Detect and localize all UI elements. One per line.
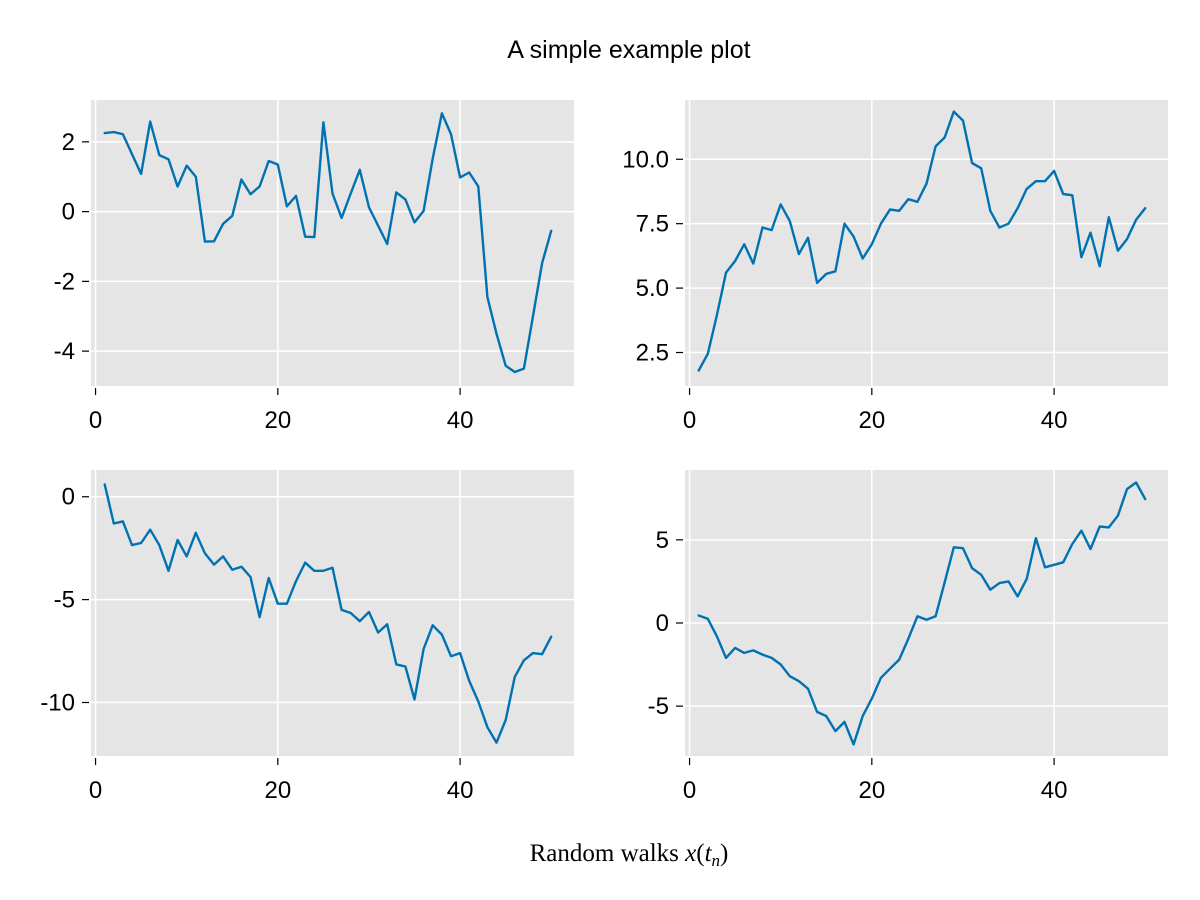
series-line bbox=[103, 483, 553, 744]
x-tick-label: 40 bbox=[447, 407, 474, 434]
subplot-top-right: 0 20 40 2.5 5.0 7.5 10.0 bbox=[622, 100, 1168, 434]
x-tick-label: 0 bbox=[89, 407, 102, 434]
x-tick-label: 0 bbox=[89, 777, 102, 804]
x-tick-label: 20 bbox=[858, 777, 885, 804]
subplot-bottom-left: 0 20 40 -10 -5 0 bbox=[40, 470, 574, 804]
x-tick-label: 40 bbox=[1041, 777, 1068, 804]
y-tick-label: -4 bbox=[54, 338, 75, 365]
subplot-bottom-right: 0 20 40 -5 0 5 bbox=[648, 470, 1168, 804]
y-tick-label: 5.0 bbox=[636, 275, 669, 302]
x-tick-label: 20 bbox=[264, 777, 291, 804]
x-tick-label: 40 bbox=[447, 777, 474, 804]
y-tick-label: -5 bbox=[54, 587, 75, 614]
y-tick-label: 10.0 bbox=[622, 146, 669, 173]
y-tick-label: 2.5 bbox=[636, 340, 669, 367]
y-tick-label: -5 bbox=[648, 693, 669, 720]
x-tick-label: 0 bbox=[683, 777, 696, 804]
y-tick-label: 0 bbox=[62, 484, 75, 511]
plot-area bbox=[685, 470, 1168, 756]
y-tick-label: 2 bbox=[62, 129, 75, 156]
y-tick-label: 0 bbox=[62, 199, 75, 226]
y-tick-label: 7.5 bbox=[636, 211, 669, 238]
series-line bbox=[103, 112, 553, 374]
y-tick-label: 0 bbox=[656, 610, 669, 637]
figure-caption: Random walks x(tn) bbox=[530, 840, 729, 870]
x-tick-label: 0 bbox=[683, 407, 696, 434]
x-tick-label: 40 bbox=[1041, 407, 1068, 434]
y-tick-label: -10 bbox=[40, 690, 75, 717]
plot-area bbox=[91, 100, 574, 386]
subplot-top-left: 0 20 40 -4 -2 0 2 bbox=[54, 100, 574, 434]
y-tick-label: -2 bbox=[54, 268, 75, 295]
series-line bbox=[697, 110, 1147, 372]
x-tick-label: 20 bbox=[858, 407, 885, 434]
x-tick-label: 20 bbox=[264, 407, 291, 434]
figure-title: A simple example plot bbox=[507, 36, 750, 64]
plot-area bbox=[91, 470, 574, 756]
y-tick-label: 5 bbox=[656, 527, 669, 554]
series-line bbox=[697, 481, 1147, 746]
